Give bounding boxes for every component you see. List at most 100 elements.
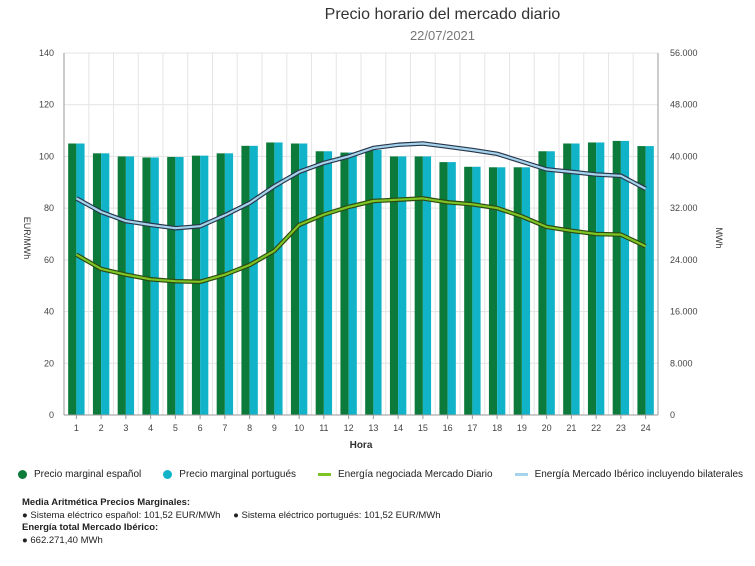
bar-precio-portugues[interactable] [497,167,506,415]
y-axis-label-left: EUR/MWh [22,217,32,260]
legend-marker-espanol [18,470,27,479]
bar-precio-espanol[interactable] [315,151,324,415]
bar-precio-portugues[interactable] [398,156,407,415]
x-tick-label: 14 [393,423,403,433]
bar-precio-espanol[interactable] [389,156,399,415]
y-tick-label-right: 0 [670,410,675,420]
bar-precio-portugues[interactable] [546,151,555,415]
x-tick-label: 10 [294,423,304,433]
bar-precio-portugues[interactable] [620,140,630,415]
y-tick-label-left: 140 [39,48,54,58]
legend-item-precio-portugues[interactable]: Precio marginal portugués [163,469,296,480]
bar-precio-espanol[interactable] [464,166,473,415]
x-axis-label: Hora [350,440,373,451]
y-tick-label-right: 32.000 [670,203,698,213]
summary-avg-row: ● Sistema eléctrico español: 101,52 EUR/… [22,510,451,523]
y-tick-label-left: 0 [49,410,54,420]
bar-precio-portugues[interactable] [299,143,308,416]
summary-energy-value: ● 662.271,40 MWh [22,534,103,546]
bar-precio-espanol[interactable] [414,156,423,415]
x-tick-label: 9 [272,423,277,433]
bar-precio-espanol[interactable] [563,143,572,416]
x-tick-label: 17 [467,423,477,433]
bar-precio-espanol[interactable] [340,152,349,416]
legend: Precio marginal español Precio marginal … [18,469,753,480]
bar-precio-portugues[interactable] [175,156,184,415]
legend-label: Energía Mercado Ibérico incluyendo bilat… [534,469,744,480]
bar-precio-espanol[interactable] [587,142,597,416]
y-tick-label-left: 100 [39,151,54,161]
bar-precio-portugues[interactable] [274,142,283,416]
x-tick-label: 7 [222,423,227,433]
bar-precio-portugues[interactable] [101,153,110,415]
y-tick-label-right: 40.000 [670,151,698,161]
legend-item-energia-iberico[interactable]: Energía Mercado Ibérico incluyendo bilat… [514,469,744,480]
y-tick-label-right: 48.000 [670,100,698,110]
bar-precio-espanol[interactable] [365,149,374,415]
bar-precio-espanol[interactable] [612,140,621,415]
y-tick-label-right: 24.000 [670,255,698,265]
bar-precio-espanol[interactable] [241,145,250,415]
chart-subtitle: 22/07/2021 [409,28,476,43]
bar-precio-espanol[interactable] [439,162,448,415]
bar-precio-espanol[interactable] [142,157,151,415]
summary-avg-title: Media Aritmética Precios Marginales: [22,497,191,508]
y-tick-label-left: 20 [44,358,54,368]
legend-label: Precio marginal español [34,469,142,480]
x-tick-label: 23 [616,423,626,433]
summary-avg-es: ● Sistema eléctrico español: 101,52 EUR/… [22,509,221,521]
bar-precio-portugues[interactable] [645,146,654,416]
x-tick-label: 15 [418,423,428,433]
bar-precio-portugues[interactable] [323,151,333,415]
bar-precio-portugues[interactable] [200,155,209,415]
bar-precio-portugues[interactable] [348,152,357,416]
bar-precio-portugues[interactable] [224,153,234,415]
bar-precio-portugues[interactable] [249,145,258,415]
legend-item-energia-negociada[interactable]: Energía negociada Mercado Diario [318,469,493,480]
x-tick-label: 6 [198,423,203,433]
bar-precio-portugues[interactable] [472,166,481,415]
x-tick-label: 18 [492,423,502,433]
x-tick-label: 16 [443,423,453,433]
bar-precio-espanol[interactable] [637,146,646,416]
bar-precio-portugues[interactable] [447,162,456,415]
y-tick-label-left: 120 [39,100,54,110]
x-tick-label: 5 [173,423,178,433]
bar-precio-portugues[interactable] [125,156,135,415]
bar-precio-espanol[interactable] [191,155,201,415]
series-line-energia-iberico[interactable] [75,142,647,230]
y-tick-label-left: 60 [44,255,54,265]
x-tick-label: 12 [344,423,354,433]
legend-label: Precio marginal portugués [179,469,297,480]
bar-precio-espanol[interactable] [68,143,77,416]
x-tick-label: 1 [74,423,79,433]
bar-precio-espanol[interactable] [117,156,126,415]
bar-precio-espanol[interactable] [266,142,275,416]
bar-precio-espanol[interactable] [488,167,498,415]
x-tick-label: 8 [247,423,252,433]
series-line-energia-negociada[interactable] [75,197,647,283]
x-tick-label: 2 [99,423,104,433]
bar-precio-portugues[interactable] [76,143,85,416]
bar-precio-portugues[interactable] [373,149,382,415]
bar-precio-espanol[interactable] [538,151,547,415]
bar-precio-espanol[interactable] [290,143,300,416]
bar-precio-espanol[interactable] [216,153,225,415]
bar-precio-portugues[interactable] [521,167,531,415]
x-tick-label: 22 [591,423,601,433]
bar-precio-portugues[interactable] [150,157,159,415]
x-tick-label: 24 [641,423,651,433]
legend-label: Energía negociada Mercado Diario [338,469,493,480]
bar-precio-espanol[interactable] [92,153,102,415]
legend-marker-portugues [163,470,173,479]
y-tick-label-right: 8.000 [670,358,693,368]
bar-precio-portugues[interactable] [596,142,605,416]
chart-plot: 0 0 20 8.000 40 16.000 60 24.000 80 32.000 100 40.0… [22,48,724,451]
legend-item-precio-espanol[interactable]: Precio marginal español [18,469,141,480]
summary-block: Media Aritmética Precios Marginales: ● S… [22,497,451,547]
bar-precio-portugues[interactable] [422,156,432,415]
bar-precio-espanol[interactable] [167,156,176,415]
chart-title: Precio horario del mercado diario [324,6,561,23]
bar-precio-espanol[interactable] [513,167,522,415]
bar-precio-portugues[interactable] [571,143,580,416]
